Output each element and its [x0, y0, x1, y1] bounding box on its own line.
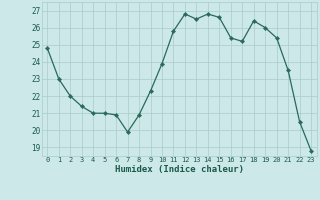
X-axis label: Humidex (Indice chaleur): Humidex (Indice chaleur) — [115, 165, 244, 174]
